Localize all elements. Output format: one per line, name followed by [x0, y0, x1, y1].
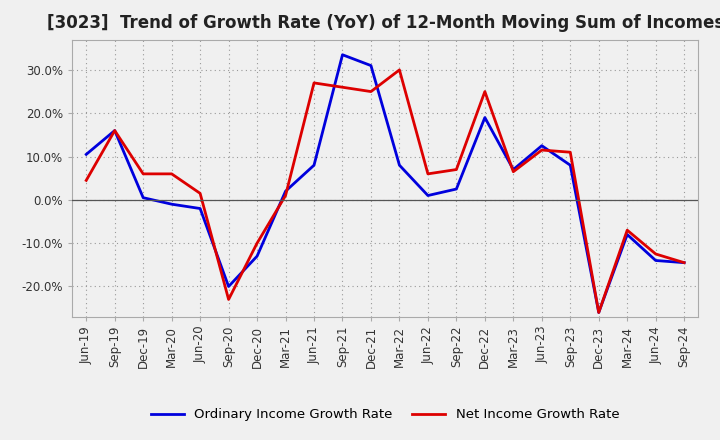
Net Income Growth Rate: [253, 241, 261, 246]
Net Income Growth Rate: [338, 84, 347, 90]
Ordinary Income Growth Rate: [680, 260, 688, 265]
Ordinary Income Growth Rate: [452, 187, 461, 192]
Ordinary Income Growth Rate: [366, 63, 375, 68]
Net Income Growth Rate: [225, 297, 233, 302]
Ordinary Income Growth Rate: [480, 115, 489, 120]
Ordinary Income Growth Rate: [338, 52, 347, 57]
Net Income Growth Rate: [480, 89, 489, 94]
Net Income Growth Rate: [623, 227, 631, 233]
Net Income Growth Rate: [395, 67, 404, 73]
Ordinary Income Growth Rate: [253, 253, 261, 259]
Ordinary Income Growth Rate: [509, 167, 518, 172]
Net Income Growth Rate: [366, 89, 375, 94]
Net Income Growth Rate: [595, 310, 603, 315]
Net Income Growth Rate: [110, 128, 119, 133]
Line: Ordinary Income Growth Rate: Ordinary Income Growth Rate: [86, 55, 684, 312]
Net Income Growth Rate: [509, 169, 518, 174]
Ordinary Income Growth Rate: [310, 162, 318, 168]
Ordinary Income Growth Rate: [652, 258, 660, 263]
Title: [3023]  Trend of Growth Rate (YoY) of 12-Month Moving Sum of Incomes: [3023] Trend of Growth Rate (YoY) of 12-…: [47, 15, 720, 33]
Ordinary Income Growth Rate: [566, 162, 575, 168]
Ordinary Income Growth Rate: [82, 152, 91, 157]
Ordinary Income Growth Rate: [110, 128, 119, 133]
Net Income Growth Rate: [196, 191, 204, 196]
Net Income Growth Rate: [423, 171, 432, 176]
Ordinary Income Growth Rate: [423, 193, 432, 198]
Ordinary Income Growth Rate: [225, 284, 233, 289]
Net Income Growth Rate: [566, 150, 575, 155]
Ordinary Income Growth Rate: [395, 162, 404, 168]
Net Income Growth Rate: [652, 251, 660, 257]
Ordinary Income Growth Rate: [623, 232, 631, 237]
Ordinary Income Growth Rate: [595, 310, 603, 315]
Net Income Growth Rate: [310, 80, 318, 85]
Ordinary Income Growth Rate: [139, 195, 148, 200]
Line: Net Income Growth Rate: Net Income Growth Rate: [86, 70, 684, 312]
Net Income Growth Rate: [82, 178, 91, 183]
Net Income Growth Rate: [139, 171, 148, 176]
Net Income Growth Rate: [680, 260, 688, 265]
Ordinary Income Growth Rate: [196, 206, 204, 211]
Ordinary Income Growth Rate: [537, 143, 546, 148]
Net Income Growth Rate: [167, 171, 176, 176]
Legend: Ordinary Income Growth Rate, Net Income Growth Rate: Ordinary Income Growth Rate, Net Income …: [145, 403, 625, 427]
Ordinary Income Growth Rate: [282, 189, 290, 194]
Net Income Growth Rate: [452, 167, 461, 172]
Net Income Growth Rate: [537, 147, 546, 153]
Ordinary Income Growth Rate: [167, 202, 176, 207]
Net Income Growth Rate: [282, 193, 290, 198]
